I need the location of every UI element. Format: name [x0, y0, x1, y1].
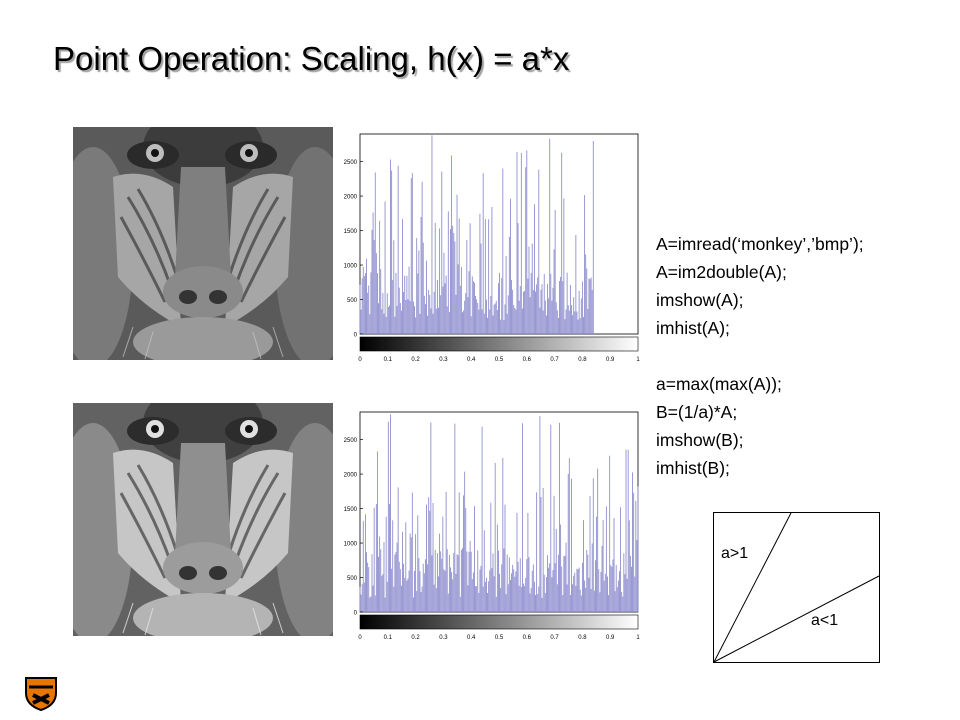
code-line: B=(1/a)*A; [656, 402, 738, 422]
histogram-scaled: 0 500 1000 1500 2000 2500 0 0.1 0.2 0.3 0.4 0.5 0.6 0… [336, 402, 646, 662]
code-line: imhist(A); [656, 318, 730, 338]
x-tick-label: 0.6 [523, 635, 532, 641]
histogram-original: 0 500 1000 1500 2000 2500 0 0.1 0.2 0.3 0.4 0.5 0.6 0… [336, 124, 646, 384]
y-tick-label: 1000 [344, 542, 358, 548]
x-tick-label: 1 [636, 635, 640, 641]
x-tick-label: 0.7 [550, 357, 559, 363]
code-line: imhist(B); [656, 458, 730, 478]
x-tick-label: 0.4 [467, 357, 476, 363]
scaled-image [73, 403, 333, 636]
shallow-line [713, 575, 880, 663]
steep-line [713, 512, 792, 663]
x-tick-label: 0.3 [439, 635, 448, 641]
gray-colorbar [359, 336, 639, 352]
x-tick-label: 0.1 [384, 635, 393, 641]
x-tick-label: 0.2 [411, 635, 420, 641]
plot-frame [359, 133, 639, 335]
x-tick-label: 0.3 [439, 357, 448, 363]
y-tick-label: 500 [347, 298, 358, 304]
code-gap [656, 342, 864, 370]
y-tick-label: 0 [354, 333, 358, 339]
x-tick-label: 0 [358, 357, 362, 363]
x-tick-label: 0 [358, 635, 362, 641]
y-tick-label: 2500 [344, 438, 358, 444]
x-tick-label: 0.8 [578, 357, 587, 363]
matlab-code: A=imread(‘monkey’,’bmp’); A=im2double(A)… [656, 230, 864, 482]
shallow-line-label: a<1 [811, 612, 839, 629]
princeton-shield-logo [23, 675, 59, 712]
y-tick-label: 2000 [344, 473, 358, 479]
scaling-diagram [713, 512, 880, 663]
code-line: imshow(B); [656, 430, 744, 450]
y-tick-label: 1000 [344, 264, 358, 270]
x-tick-label: 0.1 [384, 357, 393, 363]
plot-frame [359, 411, 639, 613]
x-tick-label: 1 [636, 357, 640, 363]
original-image [73, 127, 333, 360]
x-tick-label: 0.6 [523, 357, 532, 363]
x-tick-label: 0.5 [495, 357, 504, 363]
code-line: imshow(A); [656, 290, 744, 310]
x-tick-label: 0.8 [578, 635, 587, 641]
code-line: A=imread(‘monkey’,’bmp’); [656, 234, 864, 254]
x-tick-label: 0.9 [606, 357, 615, 363]
code-line: a=max(max(A)); [656, 374, 782, 394]
x-tick-label: 0.9 [606, 635, 615, 641]
y-tick-label: 2000 [344, 195, 358, 201]
slide-title: Point Operation: Scaling, h(x) = a*x [53, 40, 570, 77]
y-tick-label: 500 [347, 576, 358, 582]
diagram-frame [713, 512, 880, 663]
y-tick-label: 2500 [344, 160, 358, 166]
x-tick-label: 0.7 [550, 635, 559, 641]
x-tick-label: 0.5 [495, 635, 504, 641]
code-line: A=im2double(A); [656, 262, 787, 282]
y-tick-label: 1500 [344, 507, 358, 513]
y-tick-label: 1500 [344, 229, 358, 235]
gray-colorbar [359, 614, 639, 630]
x-tick-label: 0.2 [411, 357, 420, 363]
y-tick-label: 0 [354, 611, 358, 617]
steep-line-label: a>1 [721, 545, 749, 562]
x-tick-label: 0.4 [467, 635, 476, 641]
